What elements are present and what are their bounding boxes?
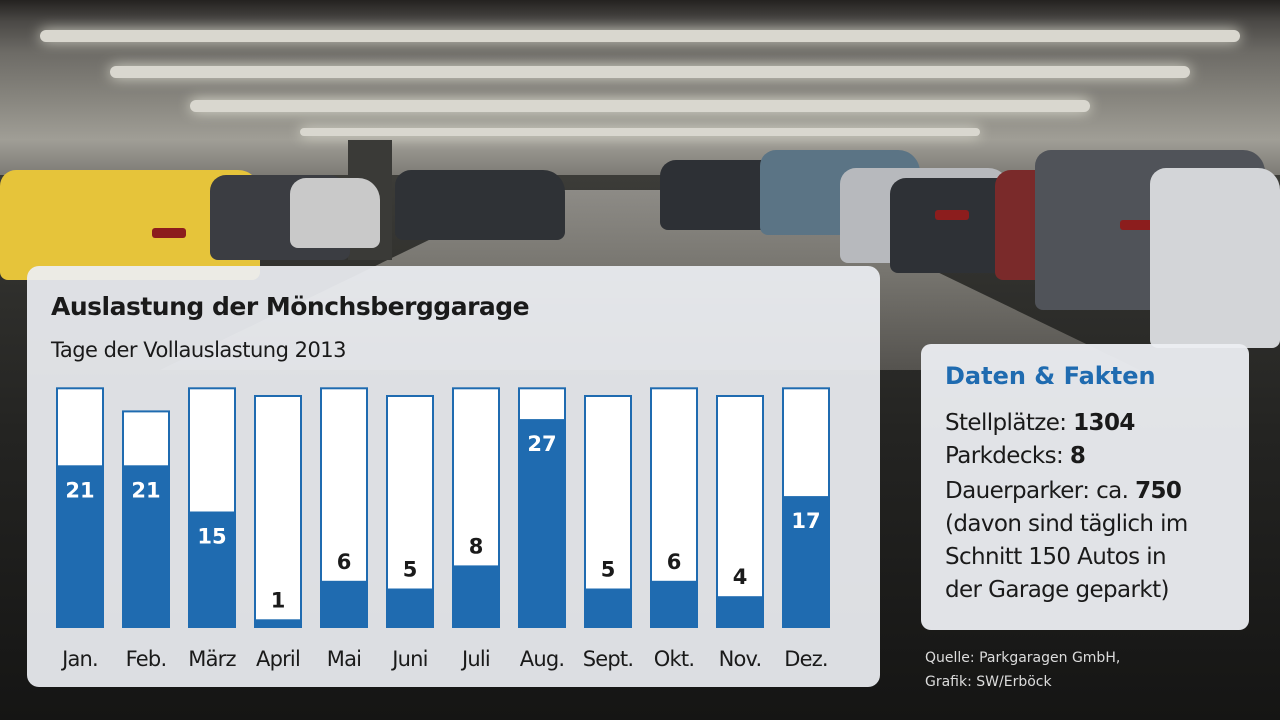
bar-value-label: 15 (197, 525, 226, 549)
fact-stellplaetze-value: 1304 (1073, 410, 1135, 436)
bar-value-label: 5 (601, 558, 616, 582)
month-label: Juni (390, 647, 427, 671)
bar (519, 419, 565, 627)
month-label: Feb. (126, 647, 167, 671)
fact-parkdecks-label: Parkdecks: (945, 443, 1064, 469)
chart-subtitle: Tage der Vollauslastung 2013 (51, 338, 347, 362)
garage-ceiling (0, 0, 1280, 175)
bar (321, 580, 367, 627)
parked-car (395, 170, 565, 240)
fact-note-line: Schnitt 150 Autos in (945, 544, 1167, 570)
month-label: März (188, 647, 236, 671)
bar-value-label: 1 (271, 588, 286, 612)
fact-dauerparker-label: Dauerparker: ca. (945, 478, 1129, 504)
bar-chart: 21 Jan. 21 Feb. 15 März 1 April 6 Mai 5 Juni 8 Juli 27… (56, 387, 830, 671)
fact-stellplaetze: Stellplätze: 1304 (945, 408, 1135, 438)
parked-car (290, 178, 380, 248)
bar-value-label: 5 (403, 558, 418, 582)
fact-parkdecks-value: 8 (1069, 443, 1086, 469)
month-label: Okt. (654, 647, 694, 671)
chart-panel: Auslastung der Mönchsberggarage Tage der… (27, 266, 880, 687)
fact-dauerparker-value: 750 (1135, 478, 1182, 504)
bar-value-label: 8 (469, 534, 484, 558)
bar-track (716, 395, 764, 628)
bar (717, 596, 763, 627)
bar (651, 580, 697, 627)
parked-car (1150, 168, 1280, 348)
fact-dauerparker: Dauerparker: ca. 750 (945, 476, 1182, 506)
fact-parkdecks: Parkdecks: 8 (945, 441, 1086, 471)
fact-note-line: (davon sind täglich im (945, 511, 1188, 537)
bar (123, 465, 169, 627)
credits: Quelle: Parkgaragen GmbH, Grafik: SW/Erb… (925, 646, 1265, 694)
month-label: Aug. (520, 647, 564, 671)
facts-title: Daten & Fakten (945, 362, 1156, 390)
bar-value-label: 27 (527, 432, 556, 456)
bar (783, 496, 829, 627)
bar-value-label: 6 (667, 550, 682, 574)
month-label: Sept. (583, 647, 634, 671)
ceiling-light (190, 100, 1090, 112)
month-label: Juli (460, 647, 490, 671)
facts-panel: Daten & Fakten Stellplätze: 1304 Parkdec… (921, 344, 1249, 630)
bar-value-label: 4 (733, 565, 748, 589)
ceiling-light (40, 30, 1240, 42)
fact-stellplaetze-label: Stellplätze: (945, 410, 1067, 436)
bar-value-label: 21 (131, 478, 160, 502)
month-label: Jan. (60, 647, 98, 671)
bar (387, 588, 433, 627)
month-label: Dez. (784, 647, 828, 671)
month-label: Mai (327, 647, 361, 671)
month-label: Nov. (719, 647, 762, 671)
ceiling-light (300, 128, 980, 136)
bar (189, 511, 235, 627)
bar (453, 565, 499, 627)
bar (585, 588, 631, 627)
graphic-credit: Grafik: SW/Erböck (925, 674, 1052, 690)
source-credit: Quelle: Parkgaragen GmbH, (925, 650, 1121, 666)
ceiling-light (110, 66, 1190, 78)
chart-title: Auslastung der Mönchsberggarage (51, 292, 530, 321)
bar-value-label: 17 (791, 509, 820, 533)
fact-note-line: der Garage geparkt) (945, 577, 1169, 603)
bar-value-label: 6 (337, 550, 352, 574)
bar-value-label: 21 (65, 478, 94, 502)
bar (57, 465, 103, 627)
month-label: April (256, 647, 300, 671)
bar (255, 619, 301, 627)
